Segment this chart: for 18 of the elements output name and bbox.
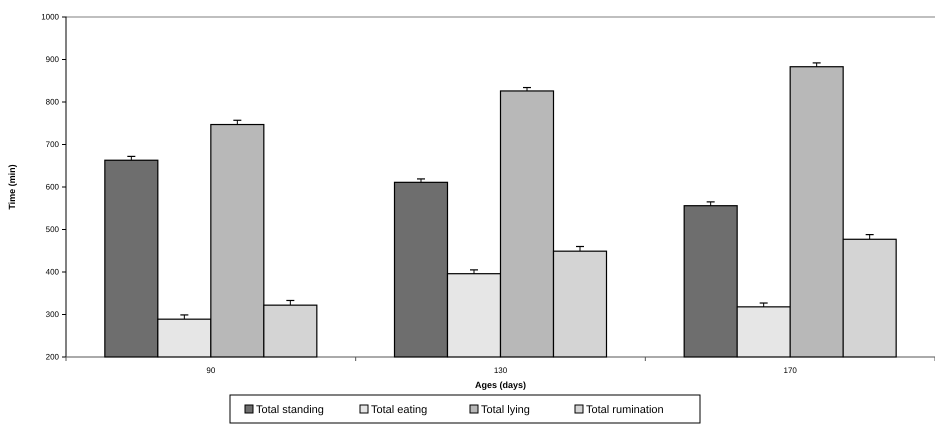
legend-label: Total eating xyxy=(371,404,428,416)
x-tick-label: 130 xyxy=(494,366,508,375)
legend-label: Total lying xyxy=(481,404,530,416)
y-tick-label: 300 xyxy=(46,310,60,320)
y-tick-label: 900 xyxy=(46,55,60,64)
y-axis-title: Time (min) xyxy=(7,164,17,210)
y-tick-label: 800 xyxy=(46,98,60,107)
x-axis-title: Ages (days) xyxy=(474,380,526,390)
x-tick-label: 90 xyxy=(206,366,216,375)
y-tick-label: 500 xyxy=(46,225,60,234)
y-tick-label: 700 xyxy=(46,140,60,150)
legend-label: Total rumination xyxy=(586,404,664,416)
y-tick-label: 1000 xyxy=(41,12,60,22)
legend-label: Total standing xyxy=(256,404,324,416)
x-tick-label: 170 xyxy=(783,366,798,375)
y-tick-label: 400 xyxy=(46,268,60,277)
y-tick-label: 600 xyxy=(46,182,60,192)
y-tick-label: 200 xyxy=(46,352,60,362)
